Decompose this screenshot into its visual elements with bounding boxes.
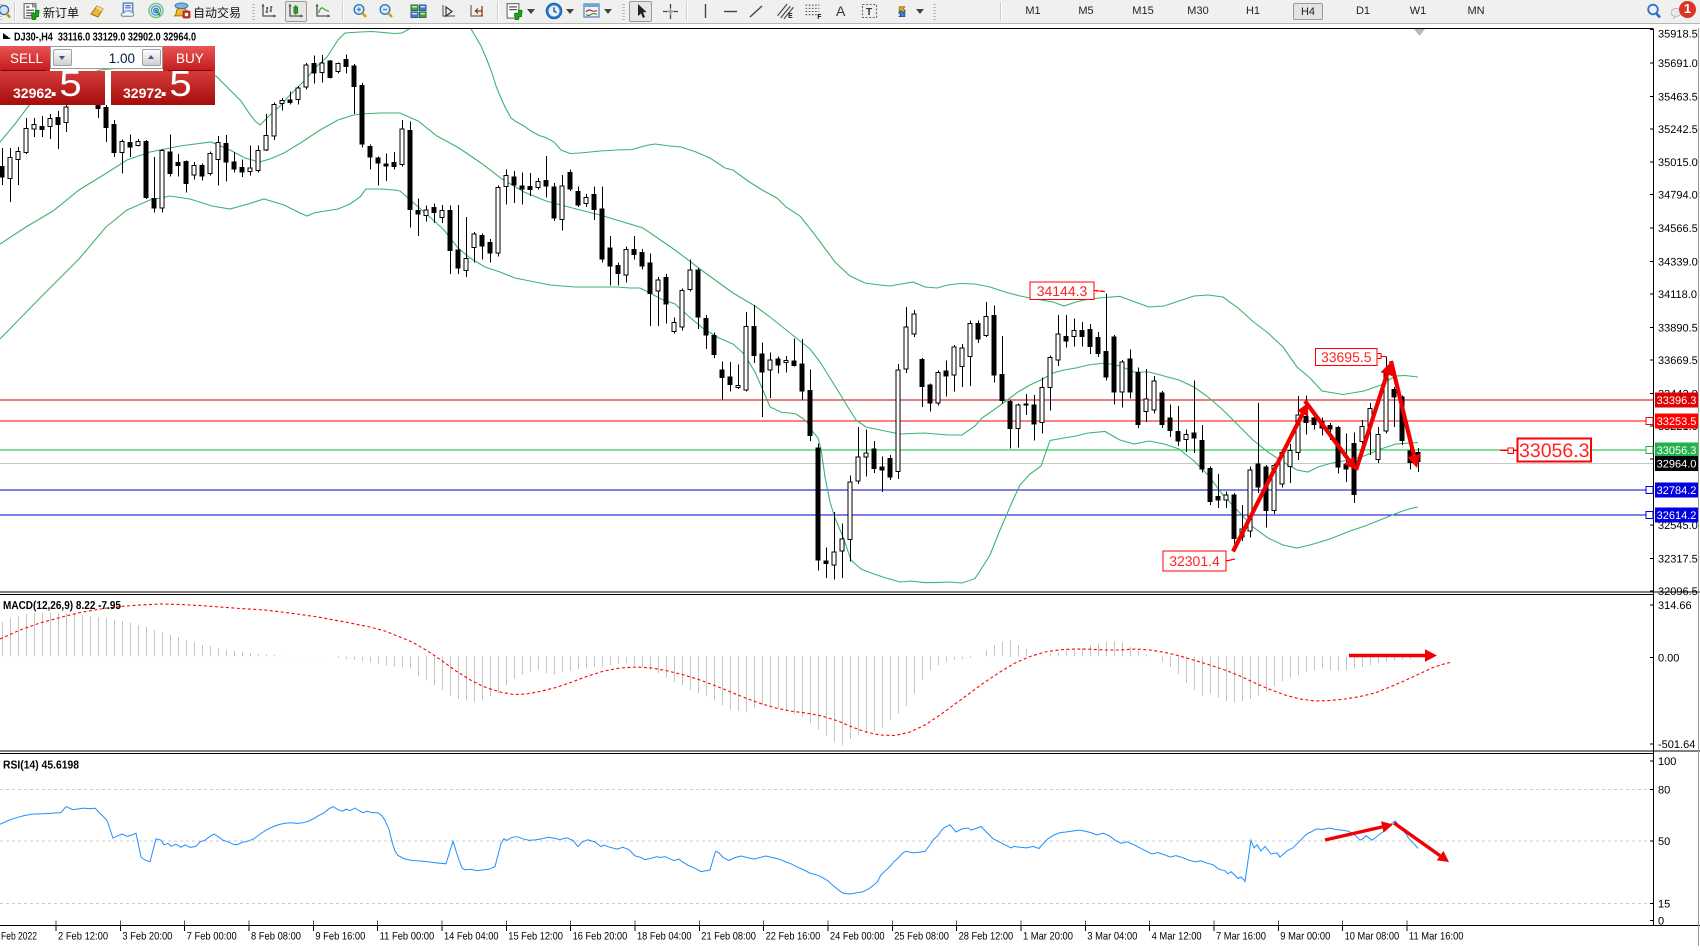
svg-text:DJ30-,H4 33116.0 33129.0 3290: DJ30-,H4 33116.0 33129.0 32902.0 32964.0 xyxy=(14,32,196,44)
svg-text:7 Mar 16:00: 7 Mar 16:00 xyxy=(1216,931,1266,943)
svg-text:E: E xyxy=(788,13,793,20)
svg-text:RSI(14) 45.6198: RSI(14) 45.6198 xyxy=(3,760,80,772)
svg-text:1 Mar 20:00: 1 Mar 20:00 xyxy=(1023,931,1073,943)
svg-text:35242.5: 35242.5 xyxy=(1658,124,1698,136)
svg-text:32964.0: 32964.0 xyxy=(1657,459,1697,471)
svg-text:33396.3: 33396.3 xyxy=(1657,395,1697,407)
svg-text:9 Mar 00:00: 9 Mar 00:00 xyxy=(1280,931,1330,943)
svg-text:33253.5: 33253.5 xyxy=(1657,416,1697,428)
svg-text:34566.5: 34566.5 xyxy=(1658,223,1698,235)
svg-text:35463.5: 35463.5 xyxy=(1658,91,1698,103)
svg-text:25 Feb 08:00: 25 Feb 08:00 xyxy=(894,931,949,943)
svg-text:32614.2: 32614.2 xyxy=(1657,510,1697,522)
svg-text:14 Feb 04:00: 14 Feb 04:00 xyxy=(444,931,499,943)
svg-text:15: 15 xyxy=(1658,898,1670,910)
svg-text:33695.5: 33695.5 xyxy=(1321,349,1372,365)
svg-text:9 Feb 16:00: 9 Feb 16:00 xyxy=(315,931,365,943)
svg-text:4 Mar 12:00: 4 Mar 12:00 xyxy=(1152,931,1202,943)
svg-text:33056.3: 33056.3 xyxy=(1657,445,1697,457)
svg-text:11 Mar 16:00: 11 Mar 16:00 xyxy=(1409,931,1464,943)
svg-text:35015.0: 35015.0 xyxy=(1658,157,1698,169)
svg-text:7 Feb 00:00: 7 Feb 00:00 xyxy=(187,931,237,943)
svg-text:34339.0: 34339.0 xyxy=(1658,257,1698,269)
svg-text:28 Feb 12:00: 28 Feb 12:00 xyxy=(959,931,1014,943)
svg-text:11 Feb 00:00: 11 Feb 00:00 xyxy=(380,931,435,943)
svg-text:24 Feb 00:00: 24 Feb 00:00 xyxy=(830,931,885,943)
svg-text:50: 50 xyxy=(1658,836,1670,848)
svg-text:314.66: 314.66 xyxy=(1658,600,1692,612)
svg-text:Feb 2022: Feb 2022 xyxy=(1,931,37,943)
svg-text:-501.64: -501.64 xyxy=(1658,739,1695,751)
svg-text:3 Feb 20:00: 3 Feb 20:00 xyxy=(122,931,172,943)
svg-text:2 Feb 12:00: 2 Feb 12:00 xyxy=(58,931,108,943)
svg-text:32096.5: 32096.5 xyxy=(1658,586,1698,598)
svg-text:10 Mar 08:00: 10 Mar 08:00 xyxy=(1345,931,1400,943)
svg-text:33669.5: 33669.5 xyxy=(1658,355,1698,367)
svg-text:MACD(12,26,9) 8.22 -7.95: MACD(12,26,9) 8.22 -7.95 xyxy=(3,600,122,612)
svg-text:35691.0: 35691.0 xyxy=(1658,58,1698,70)
svg-text:32784.2: 32784.2 xyxy=(1657,485,1697,497)
svg-text:34118.0: 34118.0 xyxy=(1658,289,1697,301)
svg-text:32317.5: 32317.5 xyxy=(1658,554,1698,566)
svg-text:8 Feb 08:00: 8 Feb 08:00 xyxy=(251,931,301,943)
svg-text:33056.3: 33056.3 xyxy=(1519,440,1590,462)
svg-text:32301.4: 32301.4 xyxy=(1169,553,1220,569)
svg-text:16 Feb 20:00: 16 Feb 20:00 xyxy=(573,931,628,943)
svg-text:35918.5: 35918.5 xyxy=(1658,29,1698,41)
svg-text:22 Feb 16:00: 22 Feb 16:00 xyxy=(766,931,821,943)
svg-text:T: T xyxy=(866,7,872,18)
svg-text:F: F xyxy=(817,14,821,20)
svg-text:21 Feb 08:00: 21 Feb 08:00 xyxy=(701,931,756,943)
svg-text:18 Feb 04:00: 18 Feb 04:00 xyxy=(637,931,692,943)
svg-text:3 Mar 04:00: 3 Mar 04:00 xyxy=(1087,931,1137,943)
svg-text:15 Feb 12:00: 15 Feb 12:00 xyxy=(508,931,563,943)
svg-text:0.00: 0.00 xyxy=(1658,653,1679,665)
svg-text:0: 0 xyxy=(1658,916,1664,928)
svg-text:33890.5: 33890.5 xyxy=(1658,322,1698,334)
svg-text:34144.3: 34144.3 xyxy=(1037,283,1088,299)
svg-text:34794.0: 34794.0 xyxy=(1658,190,1698,202)
svg-text:80: 80 xyxy=(1658,784,1670,796)
svg-text:100: 100 xyxy=(1658,756,1676,768)
